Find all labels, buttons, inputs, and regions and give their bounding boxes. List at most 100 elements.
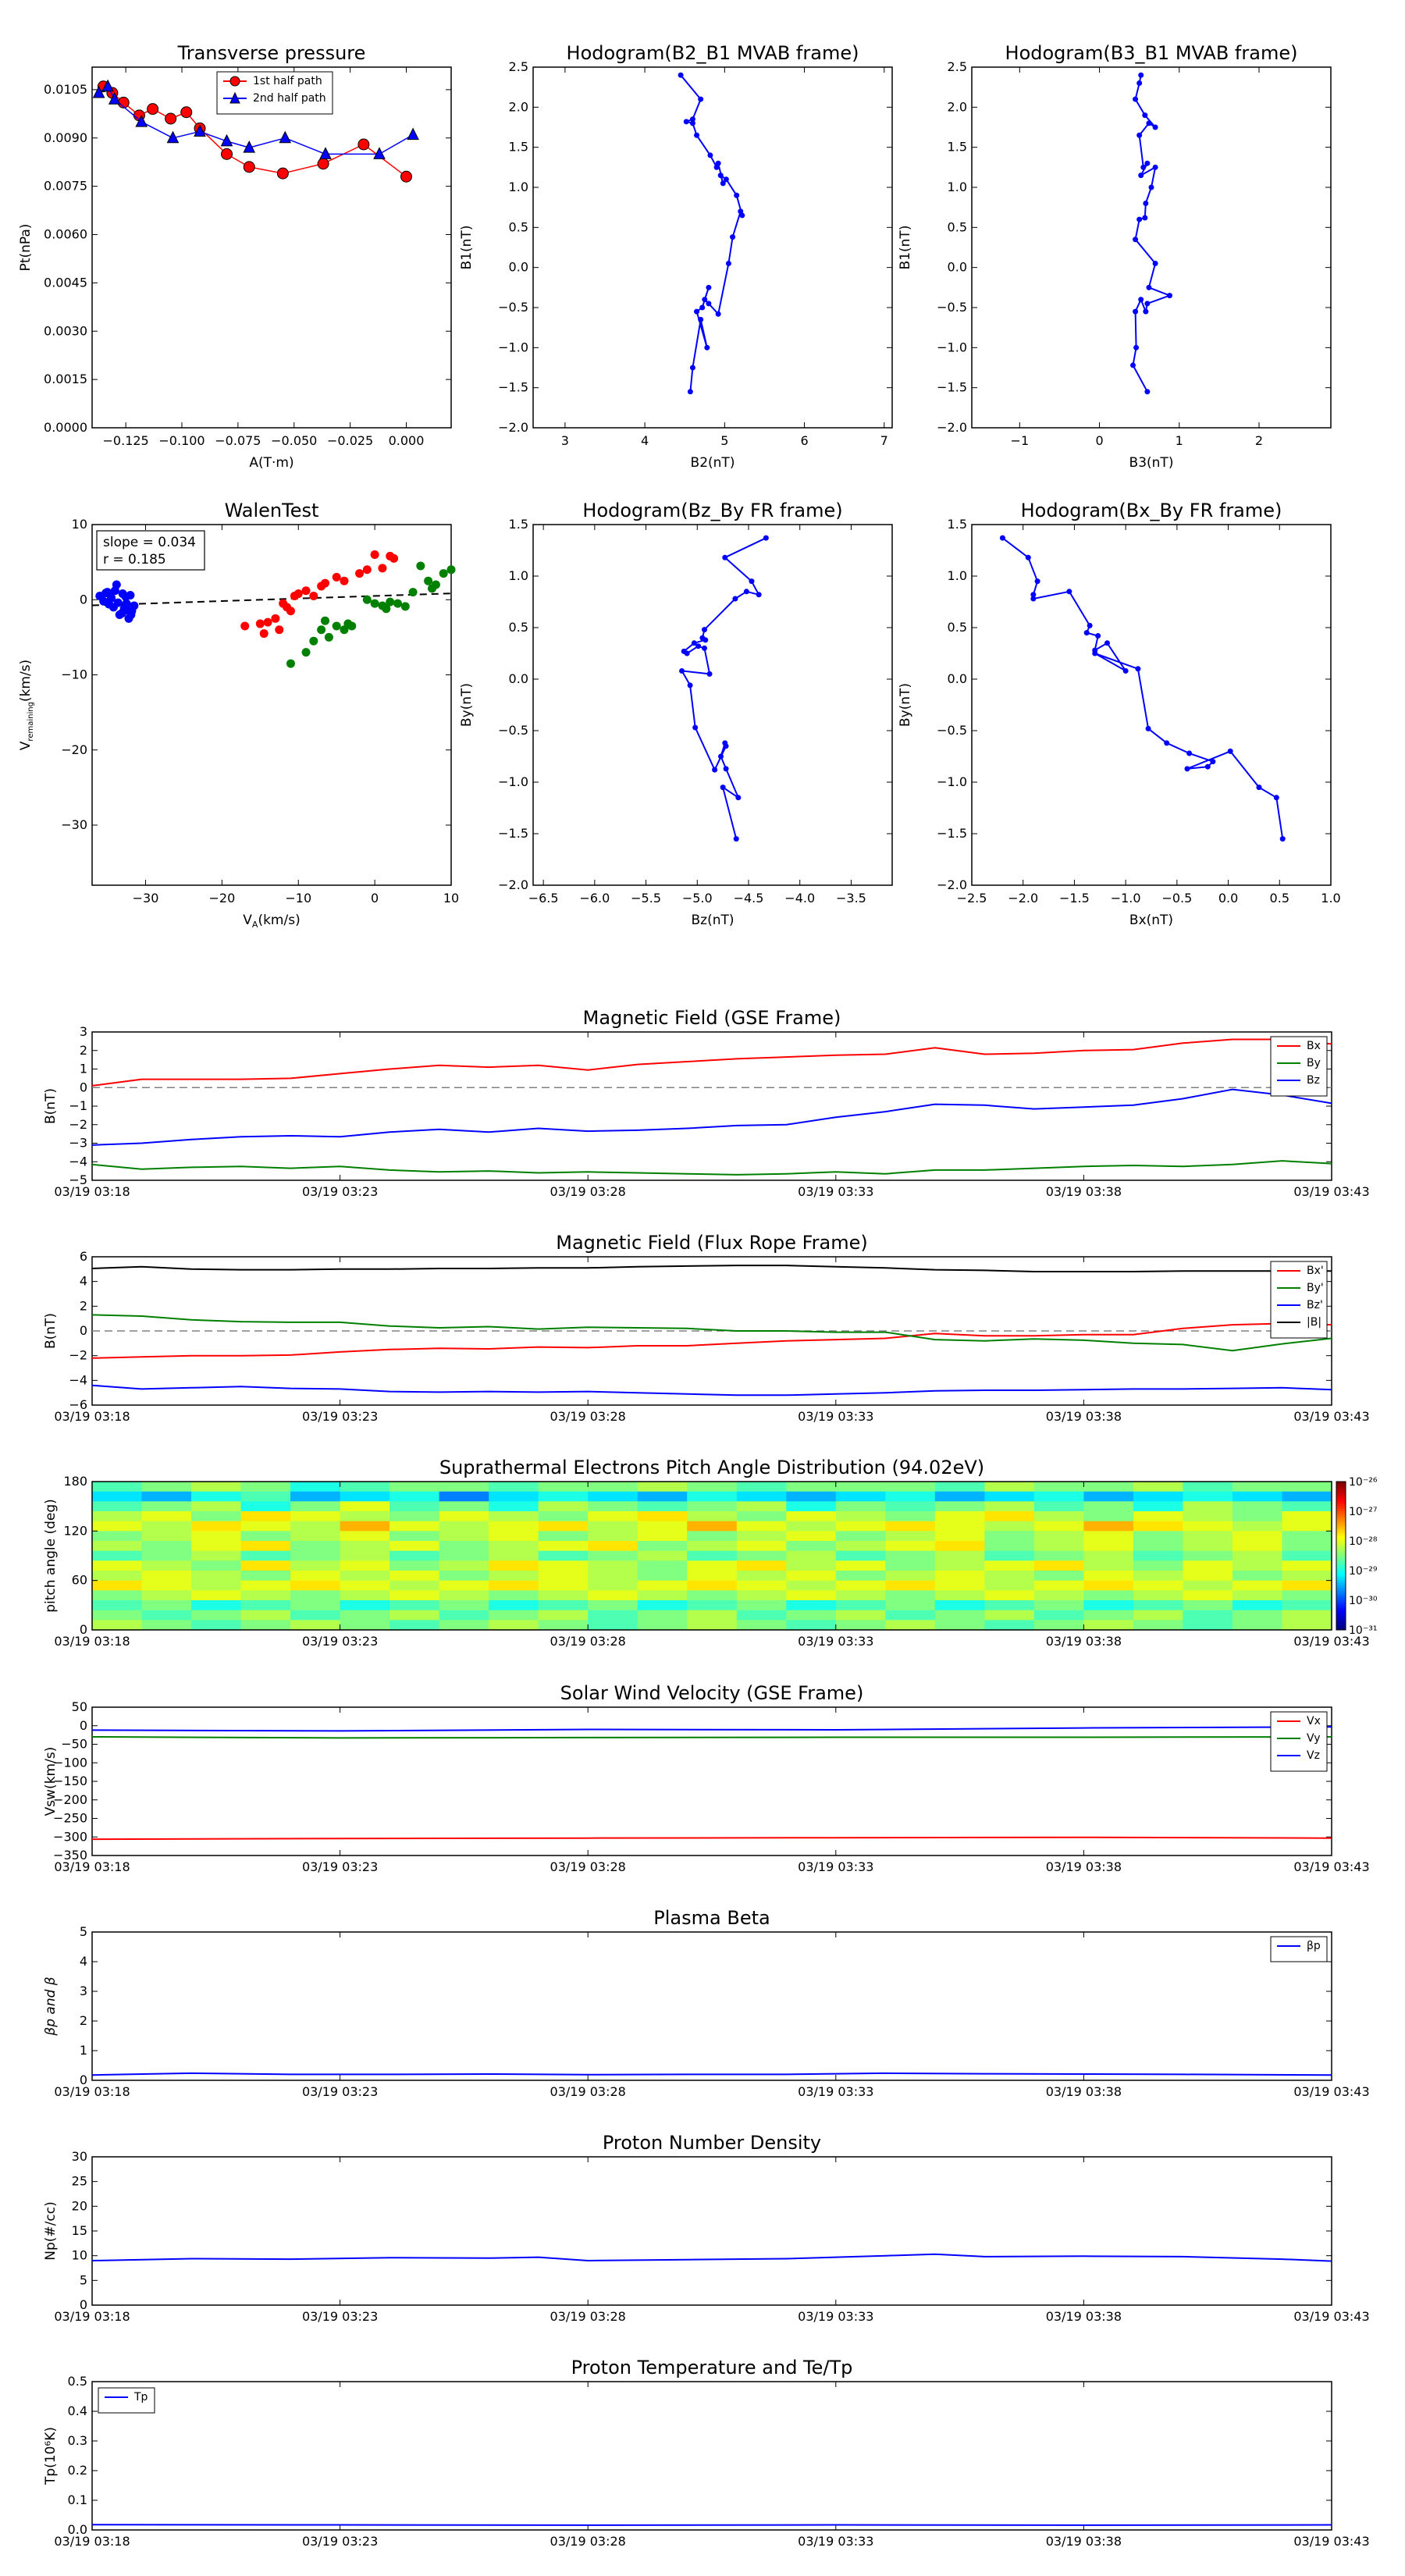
- y-tick-label: 0: [80, 1622, 87, 1637]
- heatmap-cell: [1232, 1600, 1283, 1611]
- y-tick-label: −1.5: [498, 826, 528, 841]
- heatmap-cell: [389, 1501, 440, 1512]
- heatmap-cell: [885, 1600, 936, 1611]
- heatmap-cell: [687, 1590, 738, 1601]
- heatmap-cell: [736, 1501, 787, 1512]
- y-tick-label: −2.0: [937, 420, 967, 435]
- y-tick-label: −250: [53, 1811, 87, 1826]
- heatmap-cell: [92, 1482, 143, 1493]
- heatmap-cell: [489, 1501, 539, 1512]
- heatmap-cell: [835, 1560, 886, 1571]
- heatmap-cell: [439, 1482, 489, 1493]
- heatmap-cell: [538, 1610, 589, 1621]
- heatmap-cell: [340, 1541, 390, 1552]
- heatmap-cell: [786, 1620, 837, 1631]
- x-tick-label: 7: [880, 433, 888, 448]
- data-point: [1143, 308, 1149, 315]
- heatmap-cell: [389, 1482, 440, 1493]
- data-point: [1030, 592, 1037, 598]
- scatter-point: [259, 629, 269, 639]
- heatmap-cell: [934, 1511, 985, 1522]
- heatmap-cell: [92, 1521, 143, 1532]
- heatmap-cell: [885, 1482, 936, 1493]
- plot-frame: [91, 66, 452, 429]
- colorbar-segment: [1336, 1595, 1346, 1599]
- colorbar-segment: [1336, 1603, 1346, 1606]
- y-tick-label: 2.5: [509, 59, 528, 74]
- heatmap-cell: [191, 1620, 242, 1631]
- heatmap-cell: [141, 1501, 192, 1512]
- y-tick-label: −1.0: [937, 340, 967, 354]
- heatmap-cell: [389, 1571, 440, 1582]
- data-point: [706, 301, 712, 307]
- heatmap-cell: [489, 1571, 539, 1582]
- heatmap-cell: [934, 1550, 985, 1561]
- x-tick-label: 03/19 03:18: [54, 2084, 130, 2099]
- data-point: [1227, 748, 1233, 754]
- series-line: [91, 1322, 1332, 1359]
- scatter-point: [286, 659, 295, 668]
- heatmap-cell: [1183, 1482, 1233, 1493]
- y-axis-label: Np(#/cc): [43, 2201, 59, 2260]
- heatmap-cell: [340, 1610, 390, 1621]
- heatmap-cell: [885, 1521, 936, 1532]
- heatmap-cell: [389, 1531, 440, 1542]
- heatmap-cell: [1033, 1600, 1084, 1611]
- scatter-point: [393, 599, 402, 608]
- y-tick-label: 0.0030: [44, 323, 87, 338]
- y-axis-label: Tp(10⁶K): [43, 2427, 59, 2485]
- colorbar-segment: [1336, 1563, 1346, 1567]
- y-axis-label: βp and β: [43, 1976, 59, 2036]
- heatmap-cell: [92, 1531, 143, 1542]
- data-point: [1136, 216, 1143, 222]
- heatmap-cell: [687, 1482, 738, 1493]
- heatmap-cell: [1083, 1620, 1134, 1631]
- heatmap-cell: [1033, 1482, 1084, 1493]
- hodo1-chart: Hodogram(B2_B1 MVAB frame) −2.0 −1.5 −1.0 −0…: [459, 42, 893, 471]
- heatmap-cell: [637, 1521, 688, 1532]
- y-tick-label: 1.5: [948, 140, 967, 155]
- heatmap-cell: [786, 1482, 837, 1493]
- heatmap-cell: [538, 1620, 589, 1631]
- legend-label: Bx': [1307, 1265, 1324, 1277]
- scatter-point: [332, 621, 341, 631]
- colorbar-segment: [1336, 1556, 1346, 1559]
- data-point: [706, 671, 713, 677]
- heatmap-cell: [984, 1531, 1035, 1542]
- data-point: [734, 192, 740, 198]
- data-point: [357, 138, 370, 151]
- heatmap-cell: [934, 1491, 985, 1502]
- y-tick-label: −30: [61, 817, 87, 832]
- y-tick-label: 0.5: [509, 219, 528, 234]
- heatmap-cell: [1033, 1580, 1084, 1591]
- heatmap-cell: [1282, 1600, 1332, 1611]
- x-tick-label: 03/19 03:28: [550, 1409, 626, 1424]
- data-point: [735, 795, 742, 801]
- x-tick-label: −3.5: [836, 891, 866, 906]
- x-tick-label: −2.0: [1008, 891, 1038, 906]
- heatmap-cell: [290, 1482, 341, 1493]
- data-point: [147, 103, 159, 116]
- colorbar-segment: [1336, 1575, 1346, 1578]
- colorbar-segment: [1336, 1523, 1346, 1527]
- heatmap-cell: [340, 1482, 390, 1493]
- heatmap-cell: [240, 1590, 291, 1601]
- heatmap-cell: [984, 1482, 1035, 1493]
- heatmap-cell: [141, 1531, 192, 1542]
- x-axis-label: Bz(nT): [691, 913, 734, 928]
- x-tick-label: 03/19 03:23: [302, 1184, 378, 1199]
- data-point: [1066, 589, 1072, 595]
- heatmap-cell: [934, 1571, 985, 1582]
- colorbar-segment: [1336, 1518, 1346, 1522]
- heatmap-cell: [141, 1600, 192, 1611]
- scatter-point: [113, 598, 123, 607]
- heatmap-cell: [141, 1560, 192, 1571]
- data-point: [1164, 740, 1170, 746]
- heatmap-cell: [835, 1600, 886, 1611]
- heatmap-cell: [538, 1491, 589, 1502]
- colorbar-segment: [1336, 1499, 1346, 1502]
- heatmap-cell: [1232, 1541, 1283, 1552]
- y-axis-label: By(nT): [898, 683, 913, 727]
- x-tick-label: −4.0: [784, 891, 815, 906]
- heatmap-cell: [340, 1531, 390, 1542]
